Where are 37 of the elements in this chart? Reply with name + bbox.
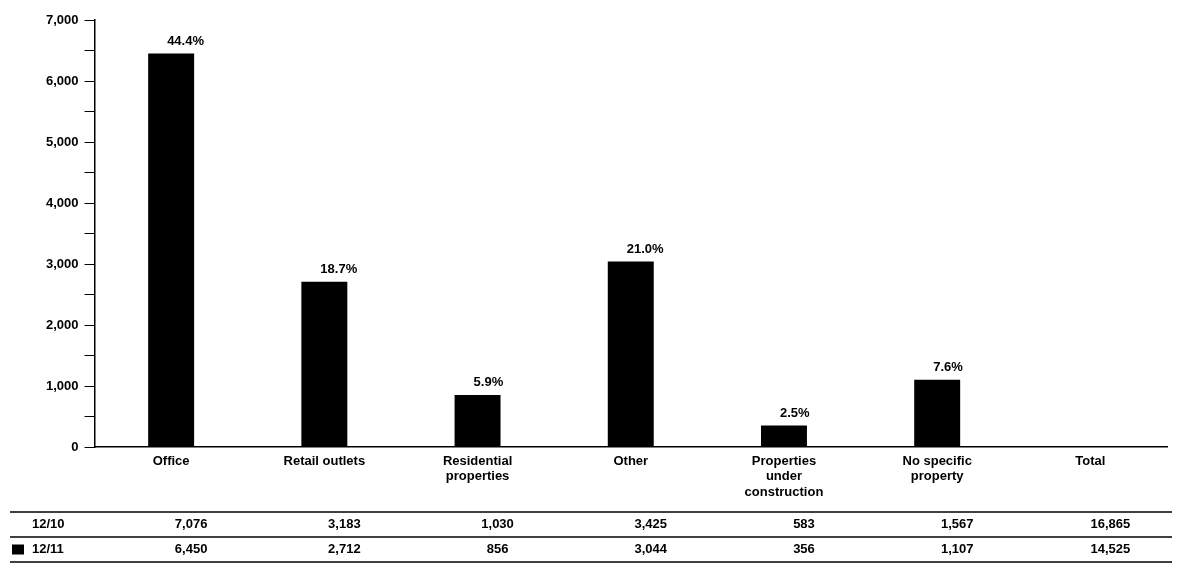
text: 12/10	[32, 516, 65, 532]
x-tick-label: Residential properties	[442, 452, 513, 484]
y-tick-label: 5,000	[45, 133, 79, 149]
data-label: 6,450	[174, 541, 208, 557]
y-tick-label: 3,000	[45, 255, 79, 271]
text: 1,030	[481, 516, 514, 532]
y-tick-label: 1,000	[45, 377, 79, 393]
annotation: 2.5%	[779, 404, 811, 420]
x-tick-label: Other	[613, 452, 649, 468]
data-label: 3,044	[634, 541, 668, 557]
data-label: 856	[486, 541, 509, 557]
legend-label: 12/11	[32, 541, 64, 557]
y-tick-label: 7,000	[45, 11, 79, 27]
text: 7,076	[174, 516, 208, 532]
data-label: 356	[793, 541, 815, 557]
y-tick-label: 2,000	[45, 316, 79, 332]
text: 14,525	[1090, 541, 1131, 557]
annotation: 5.9%	[473, 374, 504, 390]
annotation: 44.4%	[167, 32, 205, 48]
x-tick-label: Office	[152, 452, 190, 468]
y-tick-label: 6,000	[45, 72, 79, 88]
annotation: 21.0%	[626, 240, 665, 256]
text: 3,425	[634, 516, 668, 532]
text: 16,865	[1090, 516, 1131, 532]
x-tick-label: Total	[1075, 452, 1106, 468]
text: 3,183	[328, 516, 361, 532]
y-tick-label: 0	[71, 438, 79, 454]
annotation: 7.6%	[933, 358, 964, 374]
data-label: 2,712	[328, 541, 361, 557]
text: 583	[793, 516, 815, 532]
x-tick-label: Properties under construction	[744, 452, 824, 499]
x-tick-label: No specific property	[902, 452, 972, 484]
annotation: 18.7%	[320, 260, 358, 276]
y-tick-label: 4,000	[45, 194, 79, 210]
data-label: 1,107	[940, 541, 974, 557]
x-tick-label: Retail outlets	[283, 452, 366, 468]
text: 1,567	[940, 516, 974, 532]
